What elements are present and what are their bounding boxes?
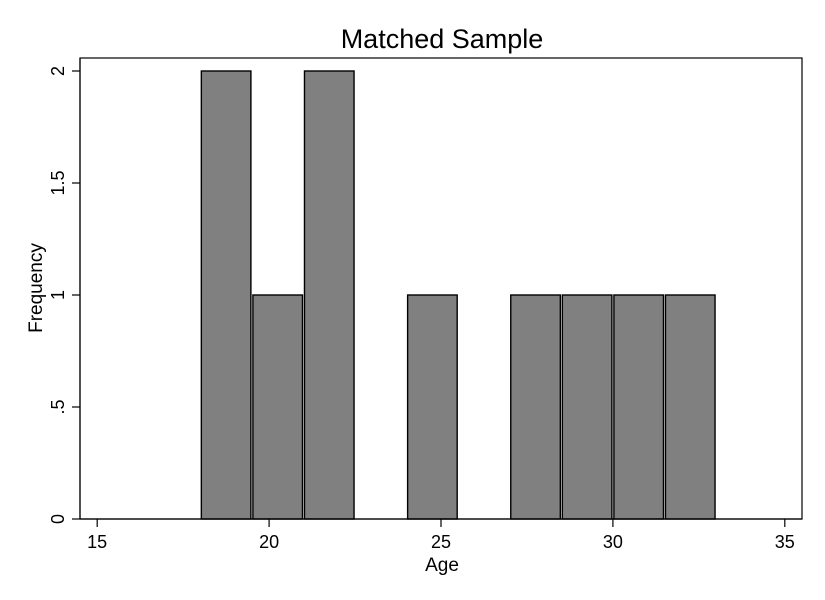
x-tick-label: 25 [431,532,451,552]
histogram-bar [561,294,613,520]
histogram-bar [252,294,304,520]
histogram-bar [303,70,355,520]
x-tick-label: 15 [87,532,107,552]
histogram-bar [406,294,458,520]
histogram-bar [200,70,252,520]
histogram-bar [510,294,562,520]
x-axis: 15 20 25 30 35 [80,518,802,552]
y-tick-label: .5 [48,399,68,414]
y-axis: 0 .5 1 1.5 2 [48,58,81,524]
y-tick-label: 0 [48,514,68,524]
x-tick-label: 35 [775,532,795,552]
x-tick-label: 20 [259,532,279,552]
y-tick-label: 1.5 [48,170,68,195]
y-axis-title: Frequency [26,243,47,333]
bars-group [200,70,716,520]
y-tick-label: 2 [48,66,68,76]
chart-title: Matched Sample [341,24,544,54]
histogram-bar [613,294,665,520]
histogram-bar [664,294,716,520]
x-tick-label: 30 [603,532,623,552]
y-tick-label: 1 [48,290,68,300]
x-axis-title: Age [425,555,459,576]
